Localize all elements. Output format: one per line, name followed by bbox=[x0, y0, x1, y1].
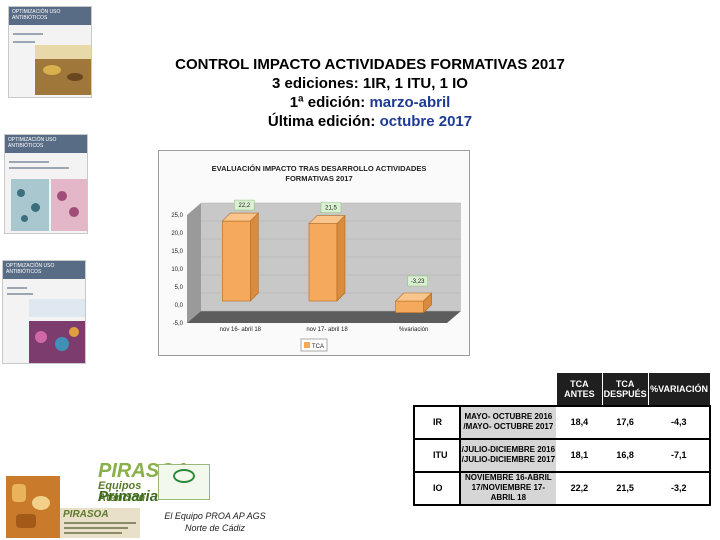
table-cell-variacion: -7,1 bbox=[647, 437, 711, 473]
footer-line1: El Equipo PROA AP AGS bbox=[164, 511, 266, 521]
chart-x-tick-label: %variación bbox=[399, 327, 428, 333]
chart-y-tick-label: 5,0 bbox=[175, 285, 184, 291]
table-cell-variacion: -4,3 bbox=[647, 404, 711, 440]
small-pirasoa-banner: PIRASOA bbox=[60, 508, 140, 538]
first-edition-value: marzo-abril bbox=[369, 94, 451, 111]
chart-side-wall bbox=[187, 203, 201, 323]
chart-y-tick-label: -5,0 bbox=[173, 321, 184, 327]
table-corner bbox=[459, 372, 558, 406]
chart-data-label-bg bbox=[234, 199, 255, 211]
slide-title: CONTROL IMPACTO ACTIVIDADES FORMATIVAS 2… bbox=[175, 56, 565, 73]
table-header-cell: TCA ANTES bbox=[556, 372, 603, 406]
chart-y-ticks: 25,0 20,0 15,0 10,0 5,0 0,0 -5,0 bbox=[171, 213, 183, 327]
table-cell-antes: 18,1 bbox=[556, 437, 603, 473]
first-edition-label: 1ª edición: bbox=[289, 94, 370, 111]
table-period: /JULIO-DICIEMBRE 2016 /JULIO-DICIEMBRE 2… bbox=[459, 437, 558, 473]
table-cell-antes: 22,2 bbox=[556, 470, 603, 506]
chart-bar-side bbox=[250, 212, 259, 302]
chart-bar-side bbox=[423, 292, 432, 314]
pirasoa-sub2: Primaria bbox=[98, 488, 159, 505]
slide-header: CONTROL IMPACTO ACTIVIDADES FORMATIVAS 2… bbox=[120, 55, 620, 131]
chart-legend-label: TCA bbox=[312, 344, 324, 350]
footer-line2: Norte de Cádiz bbox=[184, 523, 246, 533]
editions-line: 3 ediciones: 1IR, 1 ITU, 1 IO bbox=[272, 75, 468, 92]
impact-chart: 25,0 20,0 15,0 10,0 5,0 0,0 -5,0 nov 16- abril… bbox=[158, 150, 470, 356]
table-header-cell: %VARIACIÓN bbox=[647, 372, 711, 406]
chart-y-tick-label: 20,0 bbox=[171, 231, 183, 237]
chart-data-label-bg bbox=[407, 275, 428, 287]
thumbnail-guide-1: OPTIMIZACIÓN USO ANTIBIÓTICOS bbox=[8, 6, 92, 98]
table-cell-despues: 21,5 bbox=[601, 470, 649, 506]
table-cell-despues: 16,8 bbox=[601, 437, 649, 473]
pirasoa-logo-block: PIRASOA Equipos Atención Primaria PIRASO… bbox=[0, 460, 210, 540]
table-row-label: IR bbox=[413, 404, 461, 440]
tca-comparison-table: TCA ANTES TCA DESPUÉS %VARIACIÓN IR MAYO… bbox=[413, 372, 711, 506]
table-corner bbox=[413, 372, 461, 406]
chart-y-tick-label: 15,0 bbox=[171, 249, 183, 255]
chart-bar bbox=[222, 220, 251, 302]
thumbnail-text-line bbox=[7, 293, 33, 295]
chart-title-line1: EVALUACIÓN IMPACTO TRAS DESARROLLO ACTIV… bbox=[212, 164, 427, 173]
junta-logo bbox=[158, 464, 210, 500]
chart-data-labels: 22,2 21,5 -3,23 bbox=[234, 199, 428, 287]
thumbnail-guide-3: OPTIMIZACIÓN USO ANTIBIÓTICOS bbox=[2, 260, 86, 364]
small-pirasoa-brand: PIRASOA bbox=[63, 509, 109, 520]
thumbnail-text-line bbox=[13, 33, 43, 35]
chart-bar bbox=[395, 300, 424, 313]
last-edition-line: Última edición: octubre 2017 bbox=[120, 112, 620, 131]
table-row: IR MAYO- OCTUBRE 2016 /MAYO- OCTUBRE 201… bbox=[413, 404, 711, 440]
thumbnail-text-block bbox=[29, 299, 85, 317]
table-cell-variacion: -3,2 bbox=[647, 470, 711, 506]
last-edition-label: Última edición: bbox=[267, 113, 380, 130]
table-cell-antes: 18,4 bbox=[556, 404, 603, 440]
chart-bar-side bbox=[336, 214, 346, 302]
thumbnail-text-line bbox=[9, 161, 49, 163]
table-row: ITU /JULIO-DICIEMBRE 2016 /JULIO-DICIEMB… bbox=[413, 437, 711, 473]
chart-x-tick-label: nov 16- abril 18 bbox=[220, 327, 262, 333]
table-header-row: TCA ANTES TCA DESPUÉS %VARIACIÓN bbox=[413, 372, 711, 406]
chart-data-label: -3,23 bbox=[411, 279, 425, 285]
thumbnail-guide-2: OPTIMIZACIÓN USO ANTIBIÓTICOS bbox=[4, 134, 88, 234]
thumbnail-image bbox=[35, 45, 91, 95]
pirasoa-sub1: Equipos Atención bbox=[98, 480, 146, 504]
first-edition-line: 1ª edición: marzo-abril bbox=[120, 93, 620, 112]
thumbnail-image bbox=[11, 179, 49, 231]
table-row-label: ITU bbox=[413, 437, 461, 473]
chart-x-ticks: nov 16- abril 18 nov 17- abril 18 %variaci… bbox=[220, 327, 429, 333]
table-period: MAYO- OCTUBRE 2016 /MAYO- OCTUBRE 2017 bbox=[459, 404, 558, 440]
chart-bar bbox=[308, 223, 338, 302]
chart-data-label-bg bbox=[320, 202, 342, 213]
thumbnail-image bbox=[51, 179, 87, 231]
footer-credit: El Equipo PROA AP AGS Norte de Cádiz bbox=[160, 510, 270, 534]
chart-data-label: 21,5 bbox=[325, 206, 337, 212]
chart-legend-swatch bbox=[304, 342, 310, 348]
thumbnail-text-line bbox=[9, 167, 69, 169]
table-period: NOVIEMBRE 16-ABRIL 17/NOVIEMBRE 17-ABRIL… bbox=[459, 470, 558, 506]
thumbnail-text-line bbox=[13, 41, 35, 43]
chart-x-tick-label: nov 17- abril 18 bbox=[306, 327, 348, 333]
chart-y-tick-label: 0,0 bbox=[175, 303, 184, 309]
chart-bars bbox=[221, 212, 433, 314]
impact-chart-svg: 25,0 20,0 15,0 10,0 5,0 0,0 -5,0 nov 16- abril… bbox=[171, 164, 461, 352]
chart-floor bbox=[187, 311, 461, 323]
table-row: IO NOVIEMBRE 16-ABRIL 17/NOVIEMBRE 17-AB… bbox=[413, 470, 711, 506]
table-cell-despues: 17,6 bbox=[601, 404, 649, 440]
chart-y-tick-label: 10,0 bbox=[171, 267, 183, 273]
chart-title-line2: FORMATIVAS 2017 bbox=[285, 174, 352, 183]
last-edition-value: octubre 2017 bbox=[379, 113, 473, 130]
thumbnail-heading: OPTIMIZACIÓN USO ANTIBIÓTICOS bbox=[9, 7, 91, 25]
table-row-label: IO bbox=[413, 470, 461, 506]
thumbnail-heading: OPTIMIZACIÓN USO ANTIBIÓTICOS bbox=[3, 261, 85, 279]
chart-data-label: 22,2 bbox=[238, 203, 250, 209]
pills-image bbox=[6, 476, 60, 538]
table-header-cell: TCA DESPUÉS bbox=[601, 372, 649, 406]
chart-y-tick-label: 25,0 bbox=[171, 213, 183, 219]
thumbnail-image bbox=[29, 321, 85, 363]
thumbnail-text-line bbox=[7, 287, 27, 289]
thumbnail-heading: OPTIMIZACIÓN USO ANTIBIÓTICOS bbox=[5, 135, 87, 153]
